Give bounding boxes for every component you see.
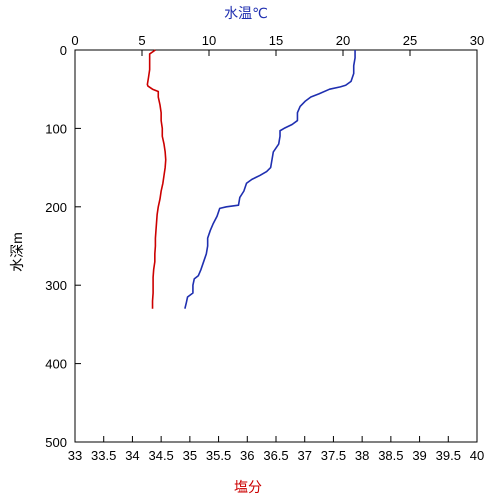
salinity-tick-label: 40 bbox=[470, 448, 484, 463]
salinity-tick-label: 38 bbox=[355, 448, 369, 463]
salinity-axis: 33 33.5 34 34.5 35 35.5 36 36.5 37 37.5 38 38.5 39 39… bbox=[68, 436, 484, 463]
salinity-tick-label: 36.5 bbox=[263, 448, 288, 463]
temperature-profile-line bbox=[184, 50, 356, 309]
depth-tick-label: 200 bbox=[45, 200, 67, 215]
temperature-tick-label: 25 bbox=[403, 33, 417, 48]
salinity-tick-label: 33 bbox=[68, 448, 82, 463]
depth-axis: 0 100 200 300 400 500 bbox=[45, 43, 81, 450]
salinity-tick-label: 35 bbox=[183, 448, 197, 463]
temperature-axis: 0 5 10 15 20 25 30 bbox=[71, 33, 484, 56]
temperature-tick-label: 0 bbox=[71, 33, 78, 48]
depth-tick-label: 100 bbox=[45, 121, 67, 136]
temperature-tick-label: 5 bbox=[138, 33, 145, 48]
temperature-tick-label: 15 bbox=[269, 33, 283, 48]
depth-tick-label: 0 bbox=[60, 43, 67, 58]
salinity-tick-label: 34.5 bbox=[148, 448, 173, 463]
salinity-tick-label: 38.5 bbox=[378, 448, 403, 463]
salinity-tick-label: 33.5 bbox=[91, 448, 116, 463]
salinity-tick-label: 36 bbox=[240, 448, 254, 463]
salinity-tick-label: 39 bbox=[412, 448, 426, 463]
salinity-tick-label: 35.5 bbox=[206, 448, 231, 463]
series-layer bbox=[146, 49, 356, 309]
salinity-axis-title: 塩分 bbox=[234, 479, 262, 495]
depth-tick-label: 300 bbox=[45, 278, 67, 293]
temperature-tick-label: 20 bbox=[336, 33, 350, 48]
temperature-axis-title: 水温℃ bbox=[224, 5, 268, 21]
temperature-tick-label: 10 bbox=[202, 33, 216, 48]
depth-tick-label: 500 bbox=[45, 435, 67, 450]
temperature-tick-label: 30 bbox=[470, 33, 484, 48]
depth-axis-title: 水深m bbox=[9, 232, 25, 272]
salinity-tick-label: 34 bbox=[125, 448, 139, 463]
depth-tick-label: 400 bbox=[45, 357, 67, 372]
salinity-profile-line bbox=[146, 49, 167, 309]
salinity-tick-label: 39.5 bbox=[436, 448, 461, 463]
salinity-tick-label: 37.5 bbox=[321, 448, 346, 463]
salinity-tick-label: 37 bbox=[297, 448, 311, 463]
